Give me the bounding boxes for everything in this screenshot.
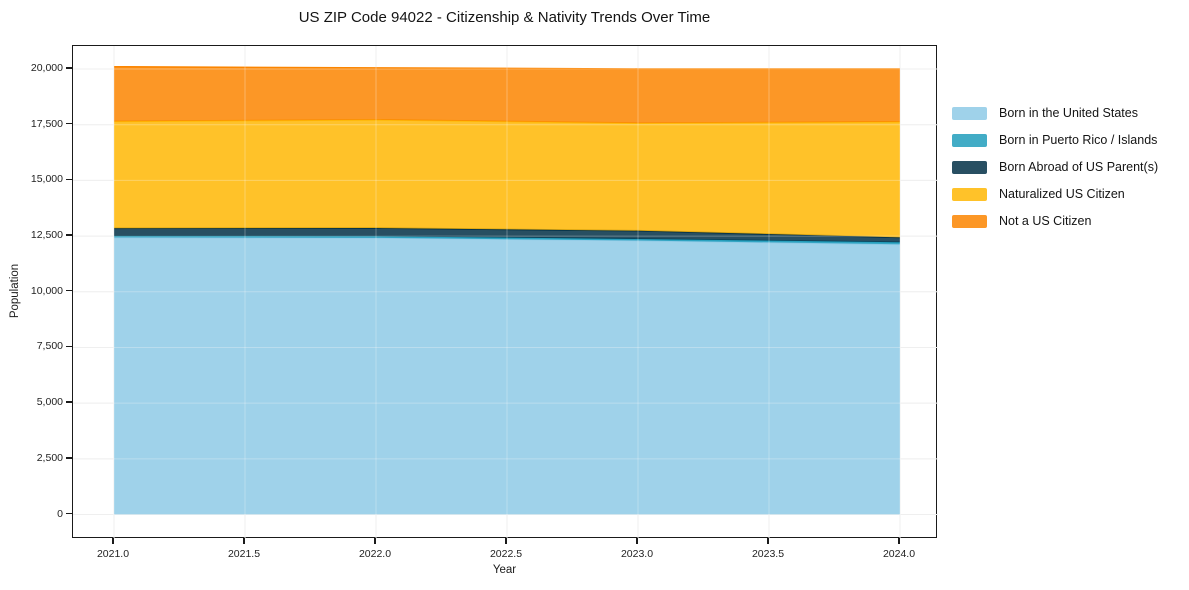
legend-label: Born in Puerto Rico / Islands	[999, 133, 1158, 147]
x-axis-label: Year	[492, 564, 517, 576]
x-tick-label: 2021.0	[96, 548, 130, 560]
legend-swatch-not-a-us-citizen	[952, 214, 987, 228]
legend-label: Naturalized US Citizen	[999, 187, 1125, 201]
legend-item-naturalized-us-citizen: Naturalized US Citizen	[952, 185, 1158, 203]
x-tick-mark	[505, 538, 507, 544]
x-tick-mark	[374, 538, 376, 544]
stacked-area-plot	[73, 46, 938, 539]
x-tick-mark	[898, 538, 900, 544]
x-tick-mark	[243, 538, 245, 544]
x-tick-label: 2022.5	[489, 548, 523, 560]
area-born-abroad-of-us-parent-s	[114, 228, 900, 243]
x-tick-label: 2021.5	[227, 548, 261, 560]
x-tick-mark	[636, 538, 638, 544]
y-tick-mark	[65, 234, 72, 236]
area-not-a-us-citizen	[114, 66, 900, 124]
legend-label: Born in the United States	[999, 106, 1138, 120]
legend-item-born-abroad-of-us-parent-s: Born Abroad of US Parent(s)	[952, 158, 1158, 176]
legend-item-not-a-us-citizen: Not a US Citizen	[952, 212, 1158, 230]
y-tick-mark	[65, 290, 72, 292]
x-tick-mark	[767, 538, 769, 544]
y-tick-mark	[65, 512, 72, 515]
legend-item-born-in-puerto-rico-islands: Born in Puerto Rico / Islands	[952, 131, 1158, 149]
y-tick-mark	[65, 401, 72, 403]
x-tick-mark	[112, 538, 114, 544]
legend-swatch-naturalized-us-citizen	[952, 187, 987, 201]
y-tick-mark	[65, 67, 72, 69]
legend-swatch-born-in-the-united-states	[952, 106, 987, 120]
x-tick-label: 2024.0	[882, 548, 916, 560]
y-tick-label: 12,500	[30, 229, 63, 242]
y-tick-mark	[65, 122, 72, 125]
y-tick-label: 15,000	[30, 173, 63, 186]
area-born-in-the-united-states	[114, 237, 900, 515]
y-tick-label: 20,000	[30, 62, 63, 74]
plot-area	[72, 45, 938, 539]
y-tick-label: 0	[57, 507, 63, 520]
x-tick-label: 2023.5	[751, 548, 785, 560]
x-tick-label: 2022.0	[358, 548, 392, 560]
legend-item-born-in-the-united-states: Born in the United States	[952, 104, 1158, 122]
y-tick-label: 2,500	[36, 451, 63, 464]
legend-label: Born Abroad of US Parent(s)	[999, 160, 1159, 174]
y-tick-mark	[65, 178, 72, 181]
y-tick-mark	[65, 345, 72, 348]
y-tick-label: 7,500	[36, 340, 63, 353]
y-tick-label: 5,000	[36, 396, 63, 409]
edge-not-a-us-citizen	[113, 65, 900, 70]
y-tick-label: 17,500	[30, 117, 63, 130]
legend-swatch-born-abroad-of-us-parent-s	[952, 160, 987, 174]
x-tick-label: 2023.0	[620, 548, 654, 560]
chart-title: US ZIP Code 94022 - Citizenship & Nativi…	[298, 9, 711, 26]
y-tick-mark	[65, 457, 72, 459]
y-tick-label: 10,000	[30, 284, 63, 297]
legend: Born in the United States Born in Puerto …	[952, 104, 1158, 239]
legend-label: Not a US Citizen	[999, 214, 1092, 228]
area-naturalized-us-citizen	[114, 119, 900, 238]
legend-swatch-born-in-puerto-rico-islands	[952, 133, 987, 147]
